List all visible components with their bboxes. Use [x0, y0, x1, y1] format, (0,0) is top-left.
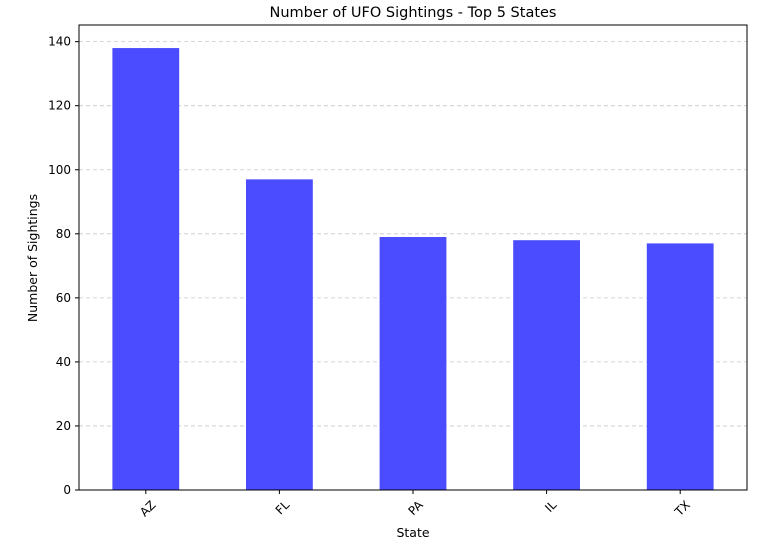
y-tick-label: 60: [56, 291, 71, 305]
y-tick-label: 0: [63, 483, 71, 497]
x-axis-ticks: AZ FL PA IL TX: [137, 490, 693, 519]
chart-title: Number of UFO Sightings - Top 5 States: [269, 5, 556, 21]
y-tick-label: 100: [48, 163, 71, 177]
x-tick-label-il: IL: [542, 498, 559, 515]
x-axis-label: State: [396, 525, 429, 540]
y-axis-ticks: 0 20 40 60 80 100 120 140: [48, 35, 79, 497]
x-tick-label-pa: PA: [405, 497, 426, 518]
y-axis-label: Number of Sightings: [25, 194, 40, 322]
x-tick-label-az: AZ: [137, 498, 159, 520]
y-tick-label: 120: [48, 99, 71, 113]
bar-tx: [646, 243, 714, 490]
y-tick-label: 140: [48, 35, 71, 49]
bar-fl: [246, 179, 313, 490]
bar-pa: [379, 237, 447, 490]
bars: [112, 48, 714, 490]
y-tick-label: 20: [56, 419, 71, 433]
y-tick-label: 40: [56, 355, 71, 369]
x-tick-label-fl: FL: [273, 498, 293, 518]
x-tick-label-tx: TX: [671, 498, 693, 520]
bar-il: [513, 240, 580, 490]
bar-az: [112, 48, 180, 490]
y-tick-label: 80: [56, 227, 71, 241]
